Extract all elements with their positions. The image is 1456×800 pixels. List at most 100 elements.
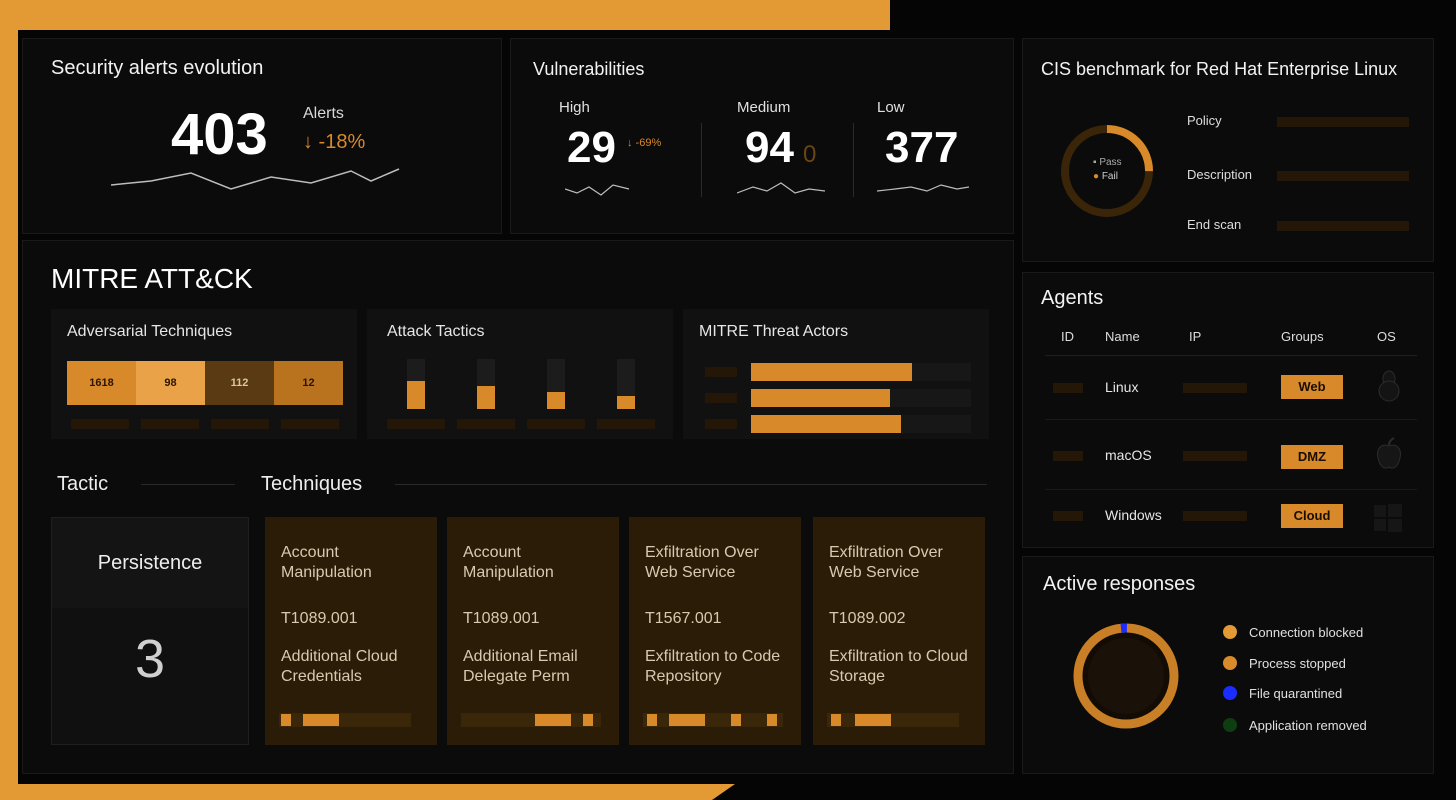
tactic-axis-placeholder (457, 419, 515, 429)
alerts-change: ↓ -18% (303, 131, 366, 153)
responses-donut (1073, 623, 1179, 729)
vulnerabilities-panel[interactable]: Vulnerabilities High 29 ↓ -69% Medium 94… (510, 38, 1014, 234)
legend-dot-file (1223, 686, 1237, 700)
heat-cell (669, 714, 705, 726)
adversarial-axis-placeholder (281, 419, 339, 429)
col-os: OS (1377, 329, 1396, 344)
tactic-axis-placeholder (387, 419, 445, 429)
col-groups: Groups (1281, 329, 1324, 344)
col-ip: IP (1189, 329, 1202, 344)
apple-icon (1377, 437, 1401, 469)
cis-legend-fail: ● Fail (1093, 171, 1118, 182)
cis-panel[interactable]: CIS benchmark for Red Hat Enterprise Lin… (1022, 38, 1434, 262)
agent-name[interactable]: Windows (1105, 507, 1162, 523)
agent-ip-placeholder (1183, 451, 1247, 461)
heat-cell (855, 714, 891, 726)
row-divider (1045, 419, 1417, 420)
legend-process-stopped: Process stopped (1249, 656, 1346, 671)
agent-name[interactable]: Linux (1105, 379, 1139, 395)
legend-dot-application (1223, 718, 1237, 732)
technique-name: Exfiltration Over Web Service (829, 544, 943, 581)
mitre-panel[interactable]: MITRE ATT&CK Adversarial Techniques 1618… (22, 240, 1014, 774)
technique-card[interactable]: Exfiltration Over Web Service T1567.001 … (629, 517, 801, 745)
medium-change: 0 (803, 141, 817, 168)
high-change: ↓ -69% (627, 137, 662, 149)
actor-bar[interactable] (751, 415, 901, 433)
responses-panel[interactable]: Active responses Connection blocked Proc… (1022, 556, 1434, 774)
col-name: Name (1105, 329, 1140, 344)
heat-cell (731, 714, 741, 726)
actors-card[interactable]: MITRE Threat Actors (683, 309, 989, 439)
agent-id-placeholder (1053, 451, 1083, 461)
vulnerabilities-title: Vulnerabilities (533, 59, 645, 79)
actors-title: MITRE Threat Actors (699, 323, 849, 340)
heat-cell (535, 714, 571, 726)
adversarial-axis-placeholder (211, 419, 269, 429)
technique-card[interactable]: Exfiltration Over Web Service T1089.002 … (813, 517, 985, 745)
agent-ip-placeholder (1183, 383, 1247, 393)
tactic-bar[interactable] (617, 396, 635, 409)
technique-heatmap (461, 713, 601, 727)
alerts-label: Alerts (303, 105, 344, 122)
tactics-title: Attack Tactics (387, 323, 485, 340)
legend-application-removed: Application removed (1249, 718, 1367, 733)
technique-name: Account Manipulation (463, 544, 554, 581)
adversarial-axis-placeholder (71, 419, 129, 429)
actor-bar[interactable] (751, 363, 912, 381)
tactics-card[interactable]: Attack Tactics (367, 309, 673, 439)
tactic-bar[interactable] (477, 386, 495, 409)
cis-description-label: Description (1187, 167, 1253, 182)
divider (701, 123, 702, 197)
adversarial-cell[interactable]: 98 (136, 361, 205, 405)
adversarial-cell[interactable]: 112 (205, 361, 274, 405)
legend-connection-blocked: Connection blocked (1249, 625, 1364, 640)
adversarial-axis-placeholder (141, 419, 199, 429)
agent-group-tag[interactable]: Cloud (1281, 504, 1343, 528)
low-value: 377 (885, 123, 959, 172)
medium-sparkline (737, 182, 825, 194)
agent-ip-placeholder (1183, 511, 1247, 521)
technique-sub: Exfiltration to Cloud Storage (829, 648, 968, 685)
technique-id: T1567.001 (645, 610, 722, 627)
tactic-count: 3 (134, 629, 166, 689)
heat-cell (281, 714, 291, 726)
cis-endscan-value (1277, 221, 1409, 231)
tactic-card[interactable]: Persistence 3 (51, 517, 249, 745)
actor-bar[interactable] (751, 389, 890, 407)
responses-title: Active responses (1043, 573, 1196, 595)
cis-description-value (1277, 171, 1409, 181)
technique-card[interactable]: Account Manipulation T1089.001 Additiona… (447, 517, 619, 745)
legend-file-quarantined: File quarantined (1249, 686, 1343, 701)
agents-panel[interactable]: Agents ID Name IP Groups OS Linux Web ma… (1022, 272, 1434, 548)
tactic-header-rule (141, 484, 235, 485)
adversarial-cell[interactable]: 1618 (67, 361, 136, 405)
adversarial-card[interactable]: Adversarial Techniques 1618 98 112 12 (51, 309, 357, 439)
technique-card[interactable]: Account Manipulation T1089.001 Additiona… (265, 517, 437, 745)
heat-cell (583, 714, 593, 726)
technique-id: T1089.001 (463, 610, 540, 627)
adversarial-cell[interactable]: 12 (274, 361, 343, 405)
agent-group-tag[interactable]: Web (1281, 375, 1343, 399)
cis-endscan-label: End scan (1187, 217, 1242, 232)
actor-label-placeholder (705, 419, 737, 429)
technique-name: Account Manipulation (281, 544, 372, 581)
technique-id: T1089.002 (829, 610, 906, 627)
cis-legend-pass: ▪ Pass (1093, 157, 1122, 168)
tactic-axis-placeholder (527, 419, 585, 429)
tactic-bar[interactable] (547, 392, 565, 409)
agent-group-tag[interactable]: DMZ (1281, 445, 1343, 469)
agent-id-placeholder (1053, 383, 1083, 393)
medium-label: Medium (737, 99, 791, 116)
technique-heatmap (827, 713, 959, 727)
linux-icon (1378, 370, 1400, 402)
technique-heatmap (279, 713, 411, 727)
agent-name[interactable]: macOS (1105, 447, 1152, 463)
alerts-panel[interactable]: Security alerts evolution 403 Alerts ↓ -… (22, 38, 502, 234)
high-sparkline (565, 184, 630, 196)
adversarial-title: Adversarial Techniques (67, 323, 233, 340)
legend-dot-connection (1223, 625, 1237, 639)
low-sparkline (877, 184, 969, 192)
tactic-bar[interactable] (407, 381, 425, 409)
heat-cell (647, 714, 657, 726)
cis-donut (1061, 125, 1153, 217)
